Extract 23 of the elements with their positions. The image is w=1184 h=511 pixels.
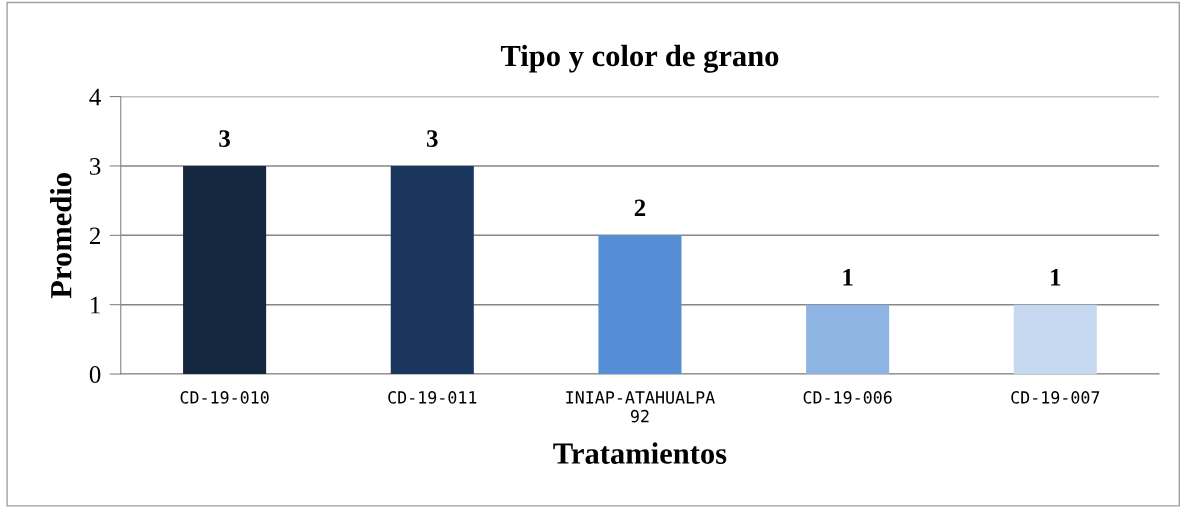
x-tick-label: INIAP-ATAHUALPA 92 [566,391,715,423]
bar [183,165,267,375]
y-axis-title: Promedio [50,173,72,299]
x-tick-label: CD-19-006 [803,391,892,404]
bar [806,304,890,375]
data-label: 3 [426,130,438,147]
y-tick-label: 4 [89,88,101,106]
data-label: 1 [843,268,853,286]
y-tick-label: 2 [89,227,100,244]
y-tick-label: 1 [91,296,100,314]
x-tick-label: CD-19-007 [1011,391,1100,404]
y-tick-label: 3 [90,158,101,175]
y-tick-label: 0 [89,366,101,383]
data-label: 1 [1051,268,1061,286]
chart-title: Tipo y color de grano [500,44,779,73]
bar [390,165,474,375]
bar [1013,304,1097,375]
data-label: 3 [219,130,230,147]
x-axis-title: Tratamientos [553,442,727,464]
bar [598,235,682,375]
data-label: 2 [634,199,646,217]
x-tick-label: CD-19-011 [388,391,477,404]
x-tick-label: CD-19-010 [180,391,269,404]
